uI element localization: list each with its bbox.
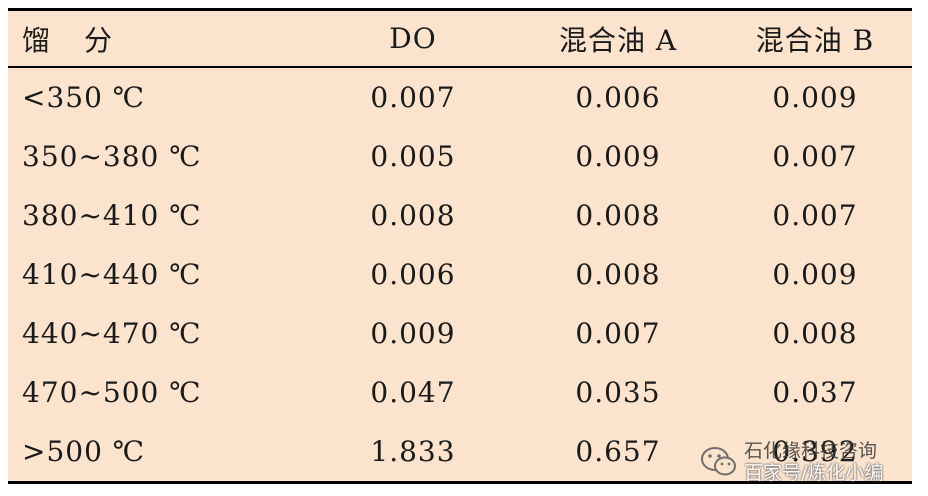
blend-b-cell: 0.037 (772, 376, 858, 409)
column-header-blend-b: 混合油 B (755, 23, 875, 57)
header-row: 馏分 DO 混合油 A 混合油 B (8, 11, 912, 66)
do-cell: 0.009 (370, 317, 456, 350)
blend-a-cell: 0.657 (575, 435, 661, 468)
table-row: 410~440 ℃ 0.006 0.008 0.009 (8, 245, 912, 304)
watermark: 石化缘科技咨询 百家号/炼化小编 (700, 436, 883, 488)
top-rule (8, 8, 912, 11)
blend-b-cell: 0.009 (772, 258, 858, 291)
fraction-cell: 440~470 ℃ (22, 317, 202, 350)
fraction-cell: 410~440 ℃ (22, 258, 202, 291)
data-table-panel: 馏分 DO 混合油 A 混合油 B <350 ℃ 0.007 0.006 0.0… (8, 8, 912, 484)
table-row: 470~500 ℃ 0.047 0.035 0.037 (8, 363, 912, 422)
blend-b-cell: 0.007 (772, 140, 858, 173)
blend-a-cell: 0.035 (575, 376, 661, 409)
do-cell: 0.006 (370, 258, 456, 291)
table-row: 440~470 ℃ 0.009 0.007 0.008 (8, 304, 912, 363)
blend-b-cell: 0.009 (772, 81, 858, 114)
table-row: 350~380 ℃ 0.005 0.009 0.007 (8, 127, 912, 186)
watermark-line-2: 百家号/炼化小编 (744, 462, 884, 484)
column-header-fraction: 馏分 (22, 23, 147, 57)
column-header-blend-a: 混合油 A (558, 23, 678, 57)
table-row: <350 ℃ 0.007 0.006 0.009 (8, 66, 912, 127)
do-cell: 1.833 (370, 435, 456, 468)
blend-a-cell: 0.007 (575, 317, 661, 350)
table-row: >500 ℃ 1.833 0.657 0.392 (8, 422, 912, 481)
blend-b-cell: 0.008 (772, 317, 858, 350)
blend-a-cell: 0.006 (575, 81, 661, 114)
header-rule (8, 66, 912, 68)
fraction-cell: 350~380 ℃ (22, 140, 202, 173)
fraction-cell: <350 ℃ (22, 81, 146, 114)
blend-a-cell: 0.009 (575, 140, 661, 173)
blend-b-cell: 0.392 (772, 435, 858, 468)
fraction-cell: 470~500 ℃ (22, 376, 202, 409)
wechat-icon (701, 447, 736, 476)
do-cell: 0.007 (370, 81, 456, 114)
watermark-line-1: 石化缘科技咨询 (744, 440, 878, 462)
blend-b-cell: 0.007 (772, 199, 858, 232)
blend-a-cell: 0.008 (575, 199, 661, 232)
do-cell: 0.047 (370, 376, 456, 409)
table-row: 380~410 ℃ 0.008 0.008 0.007 (8, 186, 912, 245)
blend-a-cell: 0.008 (575, 258, 661, 291)
fraction-cell: 380~410 ℃ (22, 199, 202, 232)
column-header-do: DO (389, 22, 437, 55)
do-cell: 0.008 (370, 199, 456, 232)
fraction-cell: >500 ℃ (22, 435, 146, 468)
bottom-rule (8, 481, 912, 484)
do-cell: 0.005 (370, 140, 456, 173)
fraction-table: 馏分 DO 混合油 A 混合油 B <350 ℃ 0.007 0.006 0.0… (8, 11, 912, 481)
